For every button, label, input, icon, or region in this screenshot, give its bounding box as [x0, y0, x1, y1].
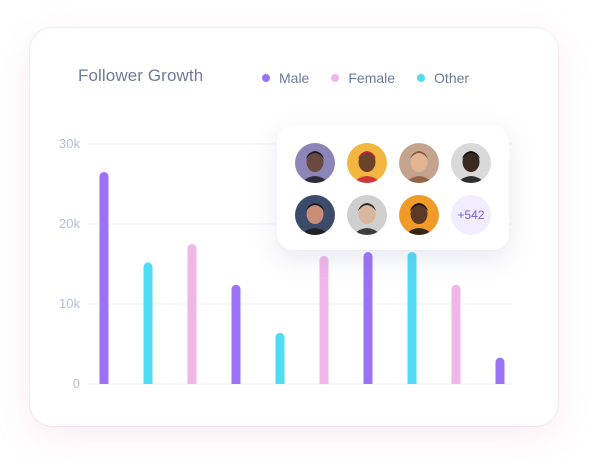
follower-avatar-2[interactable]	[347, 143, 387, 183]
legend-item-male: Male	[262, 70, 309, 86]
legend-label-female: Female	[348, 70, 396, 86]
bar-other[interactable]	[275, 332, 285, 384]
follower-avatar-4[interactable]	[451, 143, 491, 183]
bar-other[interactable]	[143, 262, 153, 384]
legend-dot-other	[417, 74, 426, 82]
bar-female[interactable]	[319, 256, 329, 384]
legend-dot-male	[262, 74, 270, 82]
follower-avatar-6[interactable]	[347, 195, 387, 235]
bar-other[interactable]	[407, 252, 417, 384]
y-tick-label: 10k	[59, 296, 80, 311]
bar-male[interactable]	[495, 357, 505, 384]
legend-item-female: Female	[331, 70, 395, 86]
chart-title: Follower Growth	[78, 66, 204, 85]
legend-label-male: Male	[279, 70, 310, 86]
follower-avatar-7[interactable]	[399, 195, 439, 235]
bar-male[interactable]	[231, 284, 241, 384]
follower-avatar-5[interactable]	[295, 195, 335, 235]
legend-dot-female	[331, 74, 340, 82]
bar-male[interactable]	[99, 172, 109, 384]
chart-legend: Male Female Other	[262, 70, 491, 86]
legend-label-other: Other	[434, 70, 470, 86]
y-tick-label: 30k	[59, 136, 80, 151]
y-tick-label: 20k	[59, 216, 80, 231]
bar-female[interactable]	[451, 284, 461, 384]
follower-avatar-1[interactable]	[295, 143, 335, 183]
followers-avatar-card: +542	[277, 126, 509, 250]
bar-female[interactable]	[187, 244, 197, 384]
y-tick-label: 0	[73, 376, 80, 391]
more-followers-badge[interactable]: +542	[451, 195, 491, 235]
follower-avatar-3[interactable]	[399, 143, 439, 183]
bar-male[interactable]	[363, 252, 373, 384]
legend-item-other: Other	[417, 70, 469, 86]
